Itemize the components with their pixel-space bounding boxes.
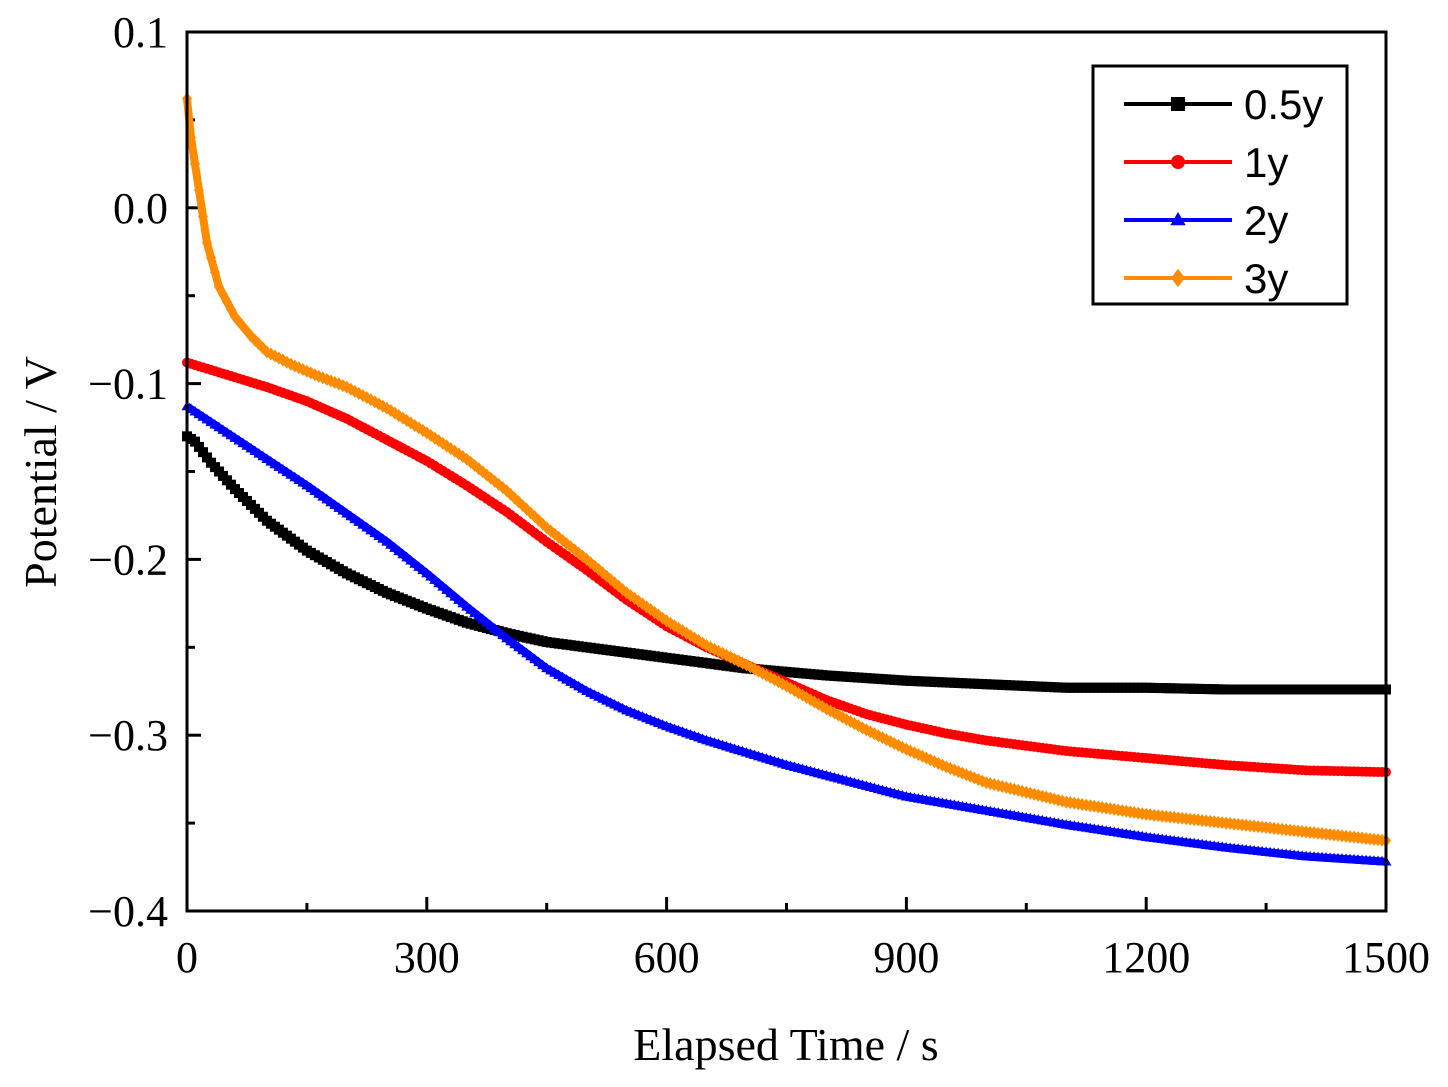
y-tick-label: 0.1 — [113, 8, 168, 57]
legend-marker — [1171, 97, 1185, 111]
series-0.5y — [182, 431, 1391, 695]
series-1y — [182, 357, 1391, 778]
data-point — [517, 499, 528, 513]
series-markers-3y — [182, 92, 1391, 848]
data-point — [193, 441, 204, 452]
legend: 0.5y 1y 2y 3y — [1091, 64, 1349, 306]
data-point — [205, 251, 216, 265]
legend-entry-2y: 2y — [1124, 197, 1288, 244]
legend-entry-3y: 3y — [1124, 255, 1288, 302]
series-line-1y — [185, 358, 1387, 777]
y-tick-label: −0.3 — [88, 711, 168, 760]
y-tick-label: 0.0 — [113, 184, 168, 233]
legend-label: 3y — [1244, 255, 1288, 302]
data-point — [193, 183, 204, 197]
legend-label: 0.5y — [1244, 81, 1323, 128]
series-line-2y — [184, 403, 1387, 866]
legend-marker — [1170, 211, 1186, 226]
series-line-0.5y — [184, 433, 1386, 694]
x-tick-label: 900 — [873, 933, 939, 982]
series-markers-0.5y — [182, 431, 1391, 695]
data-point — [201, 452, 212, 463]
legend-entry-1y: 1y — [1124, 139, 1288, 186]
y-axis-title: Potential / V — [15, 356, 66, 588]
series-3y — [182, 92, 1391, 848]
x-axis-title: Elapsed Time / s — [633, 1019, 938, 1070]
series-2y — [181, 400, 1392, 866]
series-markers-1y — [182, 357, 1391, 778]
legend-label: 2y — [1244, 197, 1288, 244]
data-point — [189, 157, 200, 171]
data-point — [201, 236, 212, 250]
series-markers-2y — [181, 400, 1392, 866]
data-point — [197, 447, 208, 458]
legend-entry-0.5y: 0.5y — [1124, 81, 1323, 128]
x-tick-label: 1500 — [1342, 933, 1430, 982]
legend-label: 1y — [1244, 139, 1288, 186]
plot-frame — [185, 30, 1388, 913]
tick-labels: 0 300 600 900 1200 1500 −0.4 −0.3 −0.2 −0.1 0.0 0.1 — [88, 8, 1430, 982]
y-tick-label: −0.2 — [88, 535, 168, 584]
x-tick-label: 600 — [634, 933, 700, 982]
legend-marker — [1171, 268, 1185, 288]
x-tick-label: 1200 — [1102, 933, 1190, 982]
data-point — [189, 436, 200, 447]
data-point — [209, 265, 220, 279]
data-point — [197, 210, 208, 224]
x-tick-label: 300 — [394, 933, 460, 982]
y-tick-label: −0.1 — [88, 360, 168, 409]
y-tick-label: −0.4 — [88, 887, 168, 936]
x-tick-label: 0 — [176, 933, 198, 982]
legend-marker — [1171, 155, 1185, 169]
